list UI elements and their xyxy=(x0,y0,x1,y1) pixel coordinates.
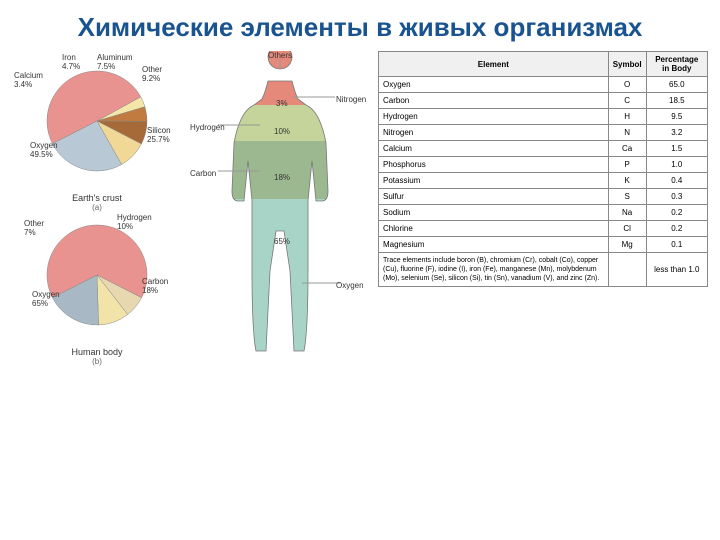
table-row: Nitrogen N 3.2 xyxy=(379,125,708,141)
cell-element: Phosphorus xyxy=(379,157,609,173)
cell-pct: 1.0 xyxy=(646,157,707,173)
th-pct: Percentage in Body xyxy=(646,52,707,77)
cell-element: Chlorine xyxy=(379,221,609,237)
cell-symbol: Ca xyxy=(608,141,646,157)
body-diagram: Others 3%1 xyxy=(190,51,370,361)
table-row: Oxygen O 65.0 xyxy=(379,77,708,93)
cell-pct: 0.3 xyxy=(646,189,707,205)
table-row: Sulfur S 0.3 xyxy=(379,189,708,205)
body-top-label: Others xyxy=(268,51,292,60)
page-title: Химические элементы в живых организмах xyxy=(0,0,720,51)
pie-slice-label: Iron4.7% xyxy=(62,53,80,71)
table-row: Magnesium Mg 0.1 xyxy=(379,237,708,253)
cell-symbol: O xyxy=(608,77,646,93)
cell-pct: 0.1 xyxy=(646,237,707,253)
cell-pct: 18.5 xyxy=(646,93,707,109)
cell-element: Oxygen xyxy=(379,77,609,93)
pie-slice-label: Other7% xyxy=(24,219,44,237)
body-segment-label: Oxygen xyxy=(336,281,364,290)
cell-symbol: S xyxy=(608,189,646,205)
cell-element: Sodium xyxy=(379,205,609,221)
pie-slice-label: Oxygen65% xyxy=(32,290,60,308)
body-pct-label: 10% xyxy=(274,127,290,136)
pie-earths-crust: Calcium3.4% Iron4.7% Aluminum7.5% Other9.2%… xyxy=(12,51,182,201)
body-segment-label: Hydrogen xyxy=(190,123,216,132)
th-symbol: Symbol xyxy=(608,52,646,77)
cell-symbol: N xyxy=(608,125,646,141)
table-row: Calcium Ca 1.5 xyxy=(379,141,708,157)
cell-trace-pct: less than 1.0 xyxy=(646,253,707,287)
cell-symbol: Mg xyxy=(608,237,646,253)
body-pct-label: 3% xyxy=(276,99,288,108)
cell-element: Nitrogen xyxy=(379,125,609,141)
content-area: Calcium3.4% Iron4.7% Aluminum7.5% Other9.2%… xyxy=(0,51,720,361)
cell-pct: 3.2 xyxy=(646,125,707,141)
pie-slice-label: Other9.2% xyxy=(142,65,162,83)
cell-pct: 9.5 xyxy=(646,109,707,125)
table-row: Hydrogen H 9.5 xyxy=(379,109,708,125)
cell-element: Hydrogen xyxy=(379,109,609,125)
pie-slice-label: Hydrogen10% xyxy=(117,213,152,231)
pie-charts-column: Calcium3.4% Iron4.7% Aluminum7.5% Other9.2%… xyxy=(12,51,182,361)
pie-crust-caption: Earth's crust xyxy=(12,193,182,203)
cell-symbol: Cl xyxy=(608,221,646,237)
cell-symbol: P xyxy=(608,157,646,173)
cell-trace-text: Trace elements include boron (B), chromi… xyxy=(379,253,609,287)
table-row: Chlorine Cl 0.2 xyxy=(379,221,708,237)
trace-row: Trace elements include boron (B), chromi… xyxy=(379,253,708,287)
elements-table-wrap: Element Symbol Percentage in Body Oxygen… xyxy=(378,51,708,361)
pie-human-body: Other7% Hydrogen10% Carbon18% Oxygen65% Hum… xyxy=(12,205,182,355)
cell-element: Carbon xyxy=(379,93,609,109)
pie-body-sub: (b) xyxy=(12,357,182,366)
pie-slice-label: Calcium3.4% xyxy=(14,71,43,89)
body-segment-label: Carbon xyxy=(190,169,216,178)
table-row: Phosphorus P 1.0 xyxy=(379,157,708,173)
cell-pct: 0.2 xyxy=(646,205,707,221)
body-segment-label: Nitrogen xyxy=(336,95,366,104)
table-row: Potassium K 0.4 xyxy=(379,173,708,189)
cell-symbol: K xyxy=(608,173,646,189)
table-row: Sodium Na 0.2 xyxy=(379,205,708,221)
body-pct-label: 18% xyxy=(274,173,290,182)
body-pct-label: 65% xyxy=(274,237,290,246)
cell-pct: 0.2 xyxy=(646,221,707,237)
cell-symbol: Na xyxy=(608,205,646,221)
cell-element: Potassium xyxy=(379,173,609,189)
cell-pct: 65.0 xyxy=(646,77,707,93)
cell-pct: 0.4 xyxy=(646,173,707,189)
pie-slice-label: Oxygen49.5% xyxy=(30,141,58,159)
pie-slice-label: Aluminum7.5% xyxy=(97,53,133,71)
cell-pct: 1.5 xyxy=(646,141,707,157)
cell-element: Sulfur xyxy=(379,189,609,205)
th-element: Element xyxy=(379,52,609,77)
cell-symbol: C xyxy=(608,93,646,109)
cell-element: Magnesium xyxy=(379,237,609,253)
pie-slice-label: Silicon25.7% xyxy=(147,126,171,144)
elements-table: Element Symbol Percentage in Body Oxygen… xyxy=(378,51,708,287)
cell-trace-symbol xyxy=(608,253,646,287)
cell-element: Calcium xyxy=(379,141,609,157)
cell-symbol: H xyxy=(608,109,646,125)
pie-body-caption: Human body xyxy=(12,347,182,357)
table-row: Carbon C 18.5 xyxy=(379,93,708,109)
pie-slice-label: Carbon18% xyxy=(142,277,168,295)
